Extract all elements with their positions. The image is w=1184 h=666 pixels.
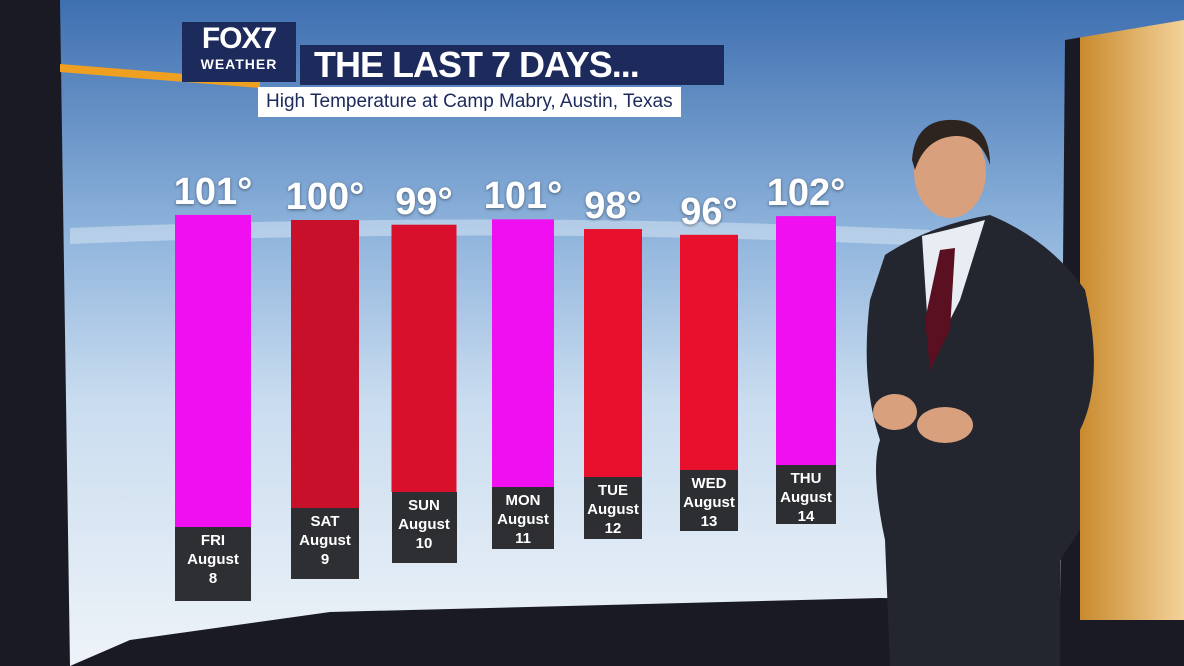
category-label: MON August 11 bbox=[492, 487, 554, 549]
category-label: WED August 13 bbox=[680, 470, 738, 531]
logo-label: WEATHER bbox=[200, 56, 278, 72]
category-label: TUE August 12 bbox=[584, 477, 642, 539]
category-label: SAT August 9 bbox=[291, 508, 359, 579]
category-label: SUN August 10 bbox=[391, 492, 457, 563]
chart-subtitle: High Temperature at Camp Mabry, Austin, … bbox=[258, 87, 681, 117]
presenter bbox=[866, 119, 1094, 666]
bar bbox=[175, 214, 251, 527]
chart-title: THE LAST 7 DAYS... bbox=[300, 45, 724, 85]
accent-stripe bbox=[60, 64, 260, 88]
bar bbox=[291, 220, 359, 508]
bar bbox=[492, 219, 554, 487]
value-label: 101° bbox=[173, 170, 253, 213]
bar bbox=[680, 234, 738, 470]
bar bbox=[776, 216, 836, 465]
logo-brand: FOX7 bbox=[201, 22, 277, 55]
category-label: FRI August 8 bbox=[175, 527, 251, 601]
bar bbox=[584, 229, 642, 477]
value-label: 102° bbox=[766, 172, 846, 215]
logo: FOX7 WEATHER bbox=[182, 22, 296, 82]
bars bbox=[175, 214, 836, 527]
value-label: 100° bbox=[285, 176, 365, 218]
wall bbox=[1080, 20, 1184, 620]
value-label: 98° bbox=[584, 185, 642, 228]
bar bbox=[391, 224, 457, 492]
value-label: 96° bbox=[680, 190, 738, 233]
category-label: THU August 14 bbox=[776, 465, 836, 525]
value-label: 99° bbox=[395, 180, 453, 223]
value-label: 101° bbox=[483, 175, 563, 218]
